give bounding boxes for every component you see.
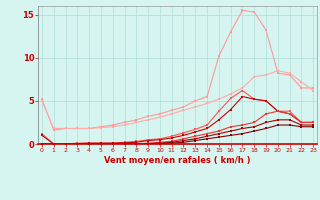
X-axis label: Vent moyen/en rafales ( km/h ): Vent moyen/en rafales ( km/h ) <box>104 156 251 165</box>
